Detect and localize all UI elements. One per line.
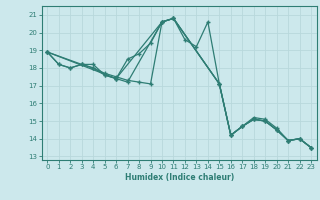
X-axis label: Humidex (Indice chaleur): Humidex (Indice chaleur) (124, 173, 234, 182)
